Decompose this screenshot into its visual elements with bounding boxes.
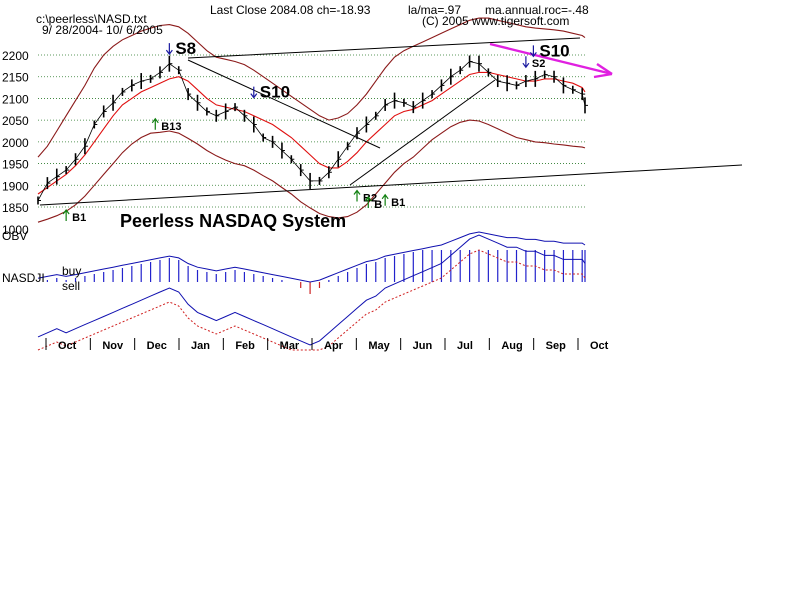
date-range: 9/ 28/2004- 10/ 6/2005 (42, 23, 163, 37)
signal-label: B1 (72, 212, 86, 224)
sell-arrow (529, 45, 537, 58)
month-label: Nov (102, 340, 124, 352)
buy-label: buy (62, 264, 81, 278)
magenta-arrow-line (489, 42, 613, 76)
month-label: Feb (235, 340, 255, 352)
nasdji-label: NASDJI (2, 271, 45, 285)
month-label: May (368, 340, 390, 352)
sell-arrow (250, 86, 258, 99)
bands (37, 17, 586, 223)
month-label: Apr (324, 340, 344, 352)
month-label: Jan (191, 340, 210, 352)
y-tick-label: 2150 (2, 71, 29, 85)
uptrend-line (349, 79, 496, 186)
downtrend-line (187, 59, 381, 149)
trend-lines (39, 37, 743, 206)
chart-title: Peerless NASDAQ System (120, 211, 346, 231)
sell-arrow (165, 43, 173, 56)
lower-band-line (37, 119, 586, 223)
resistance-trendline (187, 37, 581, 59)
y-tick-label: 1900 (2, 179, 29, 193)
y-tick-label: 2200 (2, 49, 29, 63)
y-tick-label: 1000 (2, 223, 29, 237)
copyright: (C) 2005 www.tigersoft.com (422, 14, 570, 28)
obv-label: OBV (2, 229, 27, 243)
month-label: Mar (280, 340, 300, 352)
y-tick-label: 2000 (2, 136, 29, 150)
moving-average (37, 71, 586, 195)
signal-label: S10 (260, 83, 290, 102)
month-label: Oct (58, 340, 77, 352)
signal-label: S8 (175, 39, 196, 58)
y-tick-label: 1850 (2, 201, 29, 215)
month-label: Oct (590, 340, 609, 352)
buy-arrow (62, 209, 70, 221)
price-series (37, 55, 588, 205)
support-trendline (39, 164, 743, 206)
y-tick-label: 2050 (2, 114, 29, 128)
signal-label: B (374, 199, 382, 211)
month-labels: Oct Nov Dec Jan Feb Mar Apr May Jun Jul Aug Sep Oct (45, 338, 609, 352)
buy-arrow (353, 189, 361, 202)
file-path: c:\peerless\NASD.txt (36, 12, 147, 26)
buy-arrow (381, 193, 389, 206)
signal-label: S10 (539, 41, 569, 60)
month-label: Jun (413, 340, 433, 352)
nasdji-ma-line (37, 249, 586, 351)
month-label: Jul (457, 340, 473, 352)
grid (38, 54, 585, 208)
signal-label: B1 (391, 197, 405, 209)
nasdji-line (37, 234, 586, 346)
ma-line (37, 71, 586, 195)
magenta-arrow-head (593, 63, 613, 79)
signal-label: S2 (532, 58, 545, 70)
buy-arrow (151, 117, 159, 130)
month-label: Sep (546, 340, 566, 352)
sell-label: sell (62, 279, 80, 293)
y-tick-label: 2100 (2, 92, 29, 106)
buy-arrow (364, 195, 372, 208)
sell-arrow (522, 56, 530, 69)
signal-label: B13 (161, 121, 181, 133)
last-close: Last Close 2084.08 ch=-18.93 (210, 3, 371, 17)
month-label: Aug (501, 340, 522, 352)
la-ma: la/ma=.97 (408, 3, 462, 17)
ma-roc: ma.annual.roc=-.48 (485, 3, 589, 17)
y-axis-labels: 2200 2150 2100 2050 2000 1950 1900 1850 1000 (2, 49, 29, 237)
month-label: Dec (147, 340, 167, 352)
obv-line (37, 231, 586, 283)
y-tick-label: 1950 (2, 158, 29, 172)
upper-band-line (37, 17, 586, 158)
